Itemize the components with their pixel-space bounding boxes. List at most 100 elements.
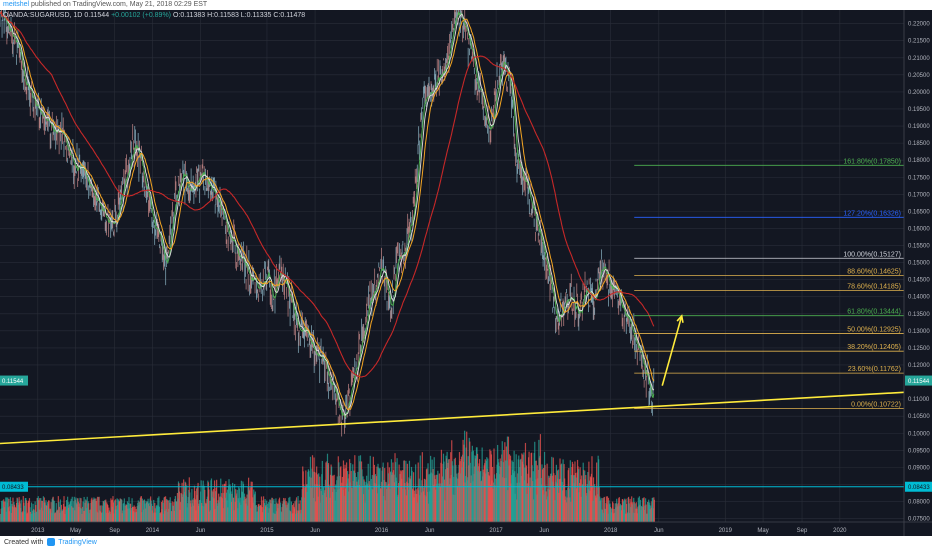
fib-level-label: 100.00%(0.15127) [843,251,901,258]
volume-bar [105,499,107,522]
current-price-text-left: 0.11544 [2,379,24,385]
volume-bar [50,502,52,522]
volume-level-tag [905,481,932,492]
price-tick-label: 0.08000 [908,500,930,506]
ma-mid-line [0,10,655,411]
price-tick-label: 0.15500 [908,244,930,250]
volume-bar [624,500,626,522]
volume-level-text: 0.08433 [908,485,930,491]
volume-bar [396,458,398,522]
price-tick-label: 0.18500 [908,141,930,147]
price-axis-panel [904,10,932,536]
volume-bar [289,496,291,522]
volume-bar [208,489,210,522]
volume-bar [427,463,429,522]
price-tick-label: 0.07500 [908,517,930,523]
price-tick-label: 0.13000 [908,329,930,335]
volume-bar [602,498,604,522]
volume-bar [405,460,407,522]
price-tick-label: 0.12000 [908,363,930,369]
volume-bar [25,500,27,522]
price-tick-label: 0.10500 [908,414,930,420]
price-tick-label: 0.19000 [908,124,930,130]
tradingview-brand[interactable]: TradingView [47,538,97,547]
volume-bar [153,499,155,522]
volume-bar [216,479,218,522]
volume-bar [83,496,85,522]
volume-bar [186,485,188,522]
volume-bar [453,458,455,522]
volume-bar [222,484,224,522]
publisher-name[interactable]: meitshel [3,1,30,8]
time-tick-label: Jun [196,528,206,534]
price-tick-label: 0.15000 [908,261,930,267]
time-tick-label: Sep [109,528,120,534]
time-tick-label: 2014 [146,528,160,534]
price-tick-label: 0.20000 [908,90,930,96]
volume-bar [236,489,238,522]
volume-bar [319,476,321,522]
volume-bar [73,496,75,522]
volume-bar [197,482,199,522]
time-tick-label: 2015 [260,528,274,534]
volume-bar [633,502,635,522]
volume-bar [299,500,301,522]
time-tick-label: 2020 [833,528,847,534]
time-tick-label: Jun [654,528,664,534]
price-tick-label: 0.16500 [908,209,930,215]
volume-bar [178,491,181,522]
volume-bar [140,496,142,522]
tradingview-logo-icon [47,538,56,547]
price-tick-label: 0.19500 [908,107,930,113]
volume-bar [95,501,98,522]
publish-header: meitshel published on TradingView.com, M… [0,0,932,10]
projection-arrow-head [676,314,684,323]
volume-bar [200,480,202,522]
volume-bar [166,499,168,522]
support-trendline [0,391,905,445]
volume-bar [288,497,290,522]
volume-bar [275,498,277,522]
fib-level-label: 161.80%(0.17850) [843,158,901,165]
time-tick-label: Sep [797,528,808,534]
volume-bar [274,503,276,522]
volume-bar [53,500,55,522]
projection-arrow [661,315,683,386]
price-tick-label: 0.14500 [908,278,930,284]
current-price-tag-left [0,375,28,386]
price-tick-label: 0.13500 [908,312,930,318]
volume-bar [294,501,296,522]
volume-bar [98,496,100,522]
fib-level-label: 23.60%(0.11762) [848,366,901,373]
volume-bar [312,471,314,522]
volume-level-tag-left [0,481,28,492]
time-tick-label: 2013 [31,528,45,534]
volume-bar [412,472,415,522]
time-tick-label: May [757,528,768,534]
volume-bar [162,502,164,522]
volume-bar [213,480,216,522]
volume-bar [321,460,323,522]
volume-bar [272,500,274,522]
volume-bar [325,462,327,522]
price-tick-label: 0.11000 [908,397,930,403]
volume-bar [643,497,645,522]
volume-bar [121,499,123,522]
created-with: Created with TradingView [4,538,97,548]
time-tick-label: Jun [310,528,320,534]
volume-bar [384,468,386,522]
volume-level-text-left: 0.08433 [2,485,24,491]
fib-level-label: 127.20%(0.16326) [843,210,901,217]
tradingview-label: TradingView [58,539,97,546]
fib-level-label: 50.00%(0.12925) [847,326,901,333]
price-tick-label: 0.21500 [908,39,930,45]
fib-level-label: 88.60%(0.14625) [847,268,901,275]
time-tick-label: Jun [425,528,435,534]
volume-bar [10,500,12,522]
volume-bar [645,504,647,522]
price-chart[interactable]: 161.80%(0.17850) 127.20%(0.16326) 100.00%(… [0,10,932,536]
price-tick-label: 0.20500 [908,73,930,79]
volume-bar [8,498,10,522]
volume-bar [464,430,466,522]
volume-bar [364,481,366,522]
